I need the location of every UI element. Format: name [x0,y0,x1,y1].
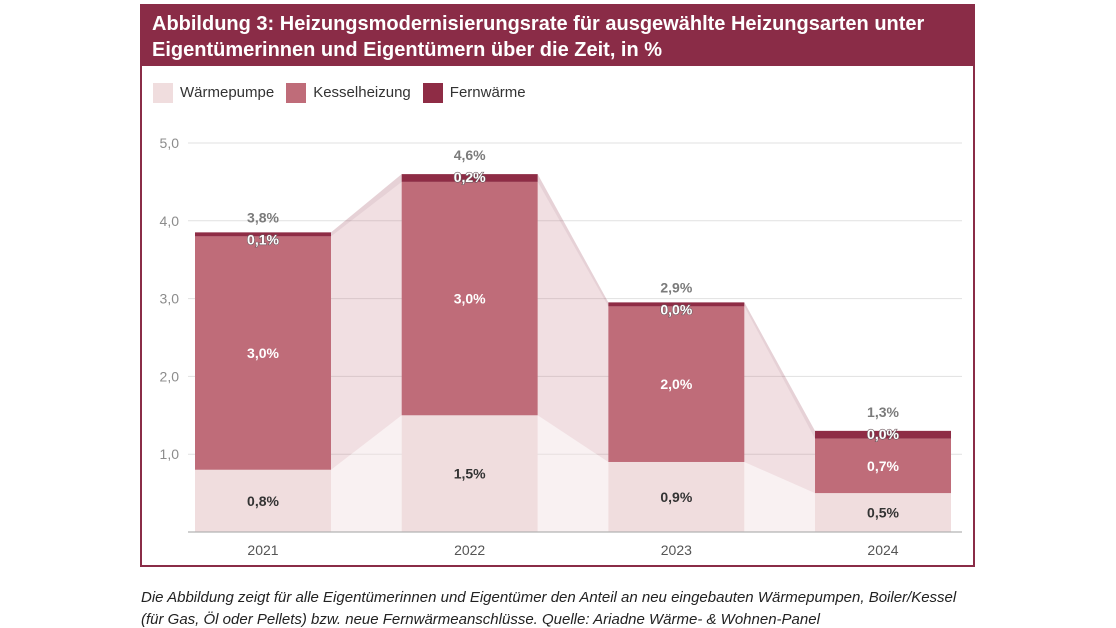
data-label-fernwaerme-2023: 0,0% [660,301,692,317]
figure-title: Abbildung 3: Heizungsmodernisierungsrate… [152,13,925,61]
data-label-kesselheizung-2021: 3,0% [247,345,279,361]
flow-kesselheizung-2022-2023 [537,181,609,462]
caption-line-2: (für Gas, Öl oder Pellets) bzw. neue Fer… [141,611,820,628]
data-label-waermepumpe-2024: 0,5% [867,505,899,521]
legend-item-kesselheizung: Kesselheizung [286,83,411,103]
figure-caption: Die Abbildung zeigt für alle Eigentümeri… [141,589,1101,628]
flow-fernwaerme-2021-2022 [331,174,402,237]
data-label-waermepumpe-2022: 1,5% [454,466,486,482]
bar-waermepumpe-2024 [815,493,952,532]
x-tick-label-2023: 2023 [661,542,692,558]
data-label-kesselheizung-2022: 3,0% [454,291,486,307]
x-tick-label-2021: 2021 [247,542,278,558]
title-bar: Abbildung 3: Heizungsmodernisierungsrate… [142,6,973,66]
data-label-waermepumpe-2021: 0,8% [247,493,279,509]
bar-waermepumpe-2023 [608,461,745,532]
data-label-kesselheizung-2023: 2,0% [660,376,692,392]
data-label-fernwaerme-2021: 0,1% [247,231,279,247]
y-tick-label-3: 3,0 [160,291,180,307]
y-tick-label-4: 4,0 [160,213,180,229]
legend: Wärmepumpe Kesselheizung Fernwärme [153,83,538,103]
legend-swatch-fernwaerme [422,83,443,103]
x-tick-label-2024: 2024 [867,542,898,558]
bar-waermepumpe-2022 [401,415,538,532]
legend-label-fernwaerme: Fernwärme [449,84,526,101]
legend-item-waermepumpe: Wärmepumpe [153,83,274,103]
x-tick-label-2022: 2022 [454,542,485,558]
legend-swatch-kesselheizung [286,83,307,103]
legend-item-fernwaerme: Fernwärme [422,83,526,103]
flow-fernwaerme-2023-2024 [744,302,816,439]
bar-fernwaerme-2021 [195,232,331,237]
bar-fernwaerme-2023 [608,302,745,307]
flow-waermepumpe-2021-2022 [331,415,402,532]
flow-kesselheizung-2021-2022 [331,181,402,470]
y-tick-label-1: 1,0 [160,446,180,462]
bar-kesselheizung-2022 [401,181,538,416]
bar-kesselheizung-2021 [195,236,331,470]
flow-waermepumpe-2022-2023 [537,415,609,532]
bar-fernwaerme-2024 [815,430,952,439]
bar-waermepumpe-2021 [195,469,331,532]
data-label-kesselheizung-2024: 0,7% [867,458,899,474]
data-label-total-2024: 1,3% [867,404,899,420]
bar-fernwaerme-2022 [401,174,538,182]
data-label-total-2022: 4,6% [454,147,486,163]
flow-kesselheizung-2023-2024 [744,306,816,494]
legend-swatch-waermepumpe [153,83,173,103]
data-label-total-2023: 2,9% [660,279,692,295]
y-tick-label-2: 2,0 [160,368,180,384]
y-tick-label-5: 5,0 [160,135,180,151]
legend-label-kesselheizung: Kesselheizung [313,84,411,101]
data-label-total-2021: 3,8% [247,209,279,225]
flow-fernwaerme-2022-2023 [537,174,609,307]
caption-line-1: Die Abbildung zeigt für alle Eigentümeri… [141,589,957,606]
data-label-waermepumpe-2023: 0,9% [660,489,692,505]
flow-waermepumpe-2023-2024 [744,461,816,532]
data-label-fernwaerme-2024: 0,0% [867,426,899,442]
data-label-fernwaerme-2022: 0,2% [454,169,486,185]
bar-kesselheizung-2024 [815,438,952,494]
legend-label-waermepumpe: Wärmepumpe [180,84,275,101]
bar-kesselheizung-2023 [608,306,745,462]
